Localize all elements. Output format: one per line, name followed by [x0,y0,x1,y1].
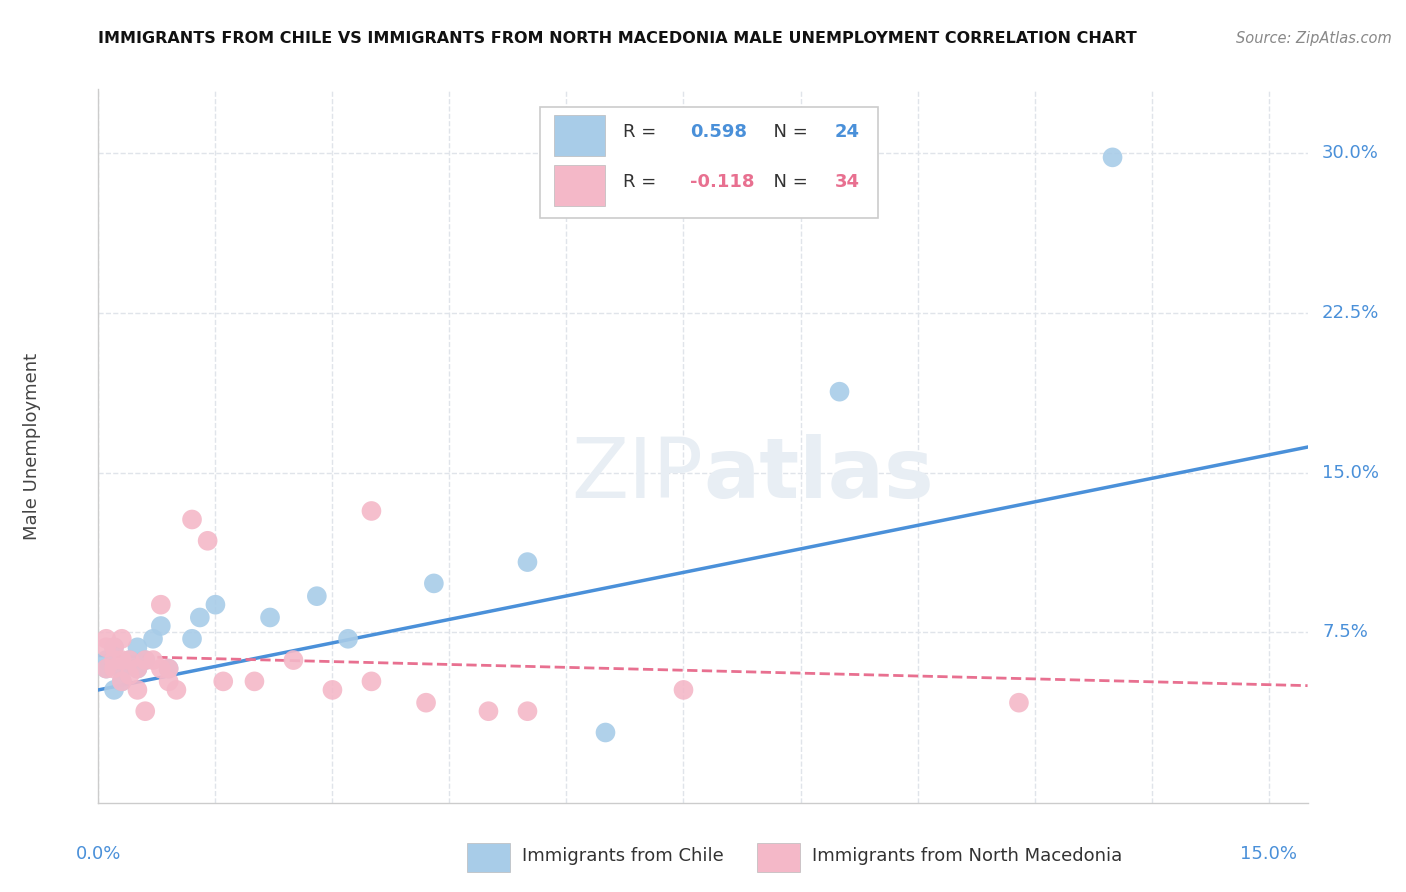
Bar [467,844,509,872]
Point [305,589,328,603]
Point [157,662,180,676]
Text: 15.0%: 15.0% [1240,846,1298,863]
Point [243,674,266,689]
Point [360,674,382,689]
Text: 34: 34 [835,173,860,191]
Text: Source: ZipAtlas.com: Source: ZipAtlas.com [1236,31,1392,46]
Point [1101,150,1123,164]
Text: 0.0%: 0.0% [76,846,121,863]
Point [103,640,125,655]
Text: N =: N = [762,173,814,191]
Point [111,653,134,667]
Point [103,682,125,697]
Text: 7.5%: 7.5% [1322,624,1368,641]
Text: N =: N = [762,123,814,141]
Text: Immigrants from North Macedonia: Immigrants from North Macedonia [811,847,1122,865]
Point [103,640,125,655]
Bar [554,165,605,206]
Point [181,632,204,646]
Point [165,682,187,697]
Point [595,725,617,739]
Text: Immigrants from Chile: Immigrants from Chile [522,847,723,865]
Point [103,653,125,667]
Point [828,384,851,399]
Point [118,668,141,682]
Point [283,653,305,667]
Point [96,640,118,655]
Point [423,576,446,591]
Point [149,662,172,676]
Point [118,653,141,667]
Text: R =: R = [623,173,662,191]
Point [96,662,118,676]
Text: 0.598: 0.598 [690,123,747,141]
Point [111,674,134,689]
Point [111,632,134,646]
Point [111,662,134,676]
Point [103,662,125,676]
Point [127,662,149,676]
Point [672,682,695,697]
Point [134,653,156,667]
Point [149,619,172,633]
Point [516,555,538,569]
Point [181,512,204,526]
Point [259,610,281,624]
Point [360,504,382,518]
Point [127,682,149,697]
Text: 15.0%: 15.0% [1322,464,1379,482]
Text: 30.0%: 30.0% [1322,145,1379,162]
Point [134,704,156,718]
FancyBboxPatch shape [540,107,879,218]
Text: -0.118: -0.118 [690,173,754,191]
Point [142,632,165,646]
Point [96,632,118,646]
Point [127,640,149,655]
Text: R =: R = [623,123,662,141]
Point [142,653,165,667]
Text: 24: 24 [835,123,860,141]
Text: ZIP: ZIP [571,434,703,515]
Text: IMMIGRANTS FROM CHILE VS IMMIGRANTS FROM NORTH MACEDONIA MALE UNEMPLOYMENT CORRE: IMMIGRANTS FROM CHILE VS IMMIGRANTS FROM… [98,31,1137,46]
Point [188,610,211,624]
Point [516,704,538,718]
Point [204,598,226,612]
Point [212,674,235,689]
Point [96,653,118,667]
Point [111,674,134,689]
Point [337,632,360,646]
Bar [554,115,605,156]
Point [157,662,180,676]
Text: 22.5%: 22.5% [1322,304,1379,322]
Point [127,662,149,676]
Point [118,653,141,667]
Point [149,598,172,612]
Point [321,682,343,697]
Point [157,674,180,689]
Bar [758,844,800,872]
Point [96,662,118,676]
Point [197,533,219,548]
Text: atlas: atlas [703,434,934,515]
Point [415,696,437,710]
Point [1008,696,1031,710]
Point [134,653,156,667]
Text: Male Unemployment: Male Unemployment [22,352,41,540]
Point [477,704,499,718]
